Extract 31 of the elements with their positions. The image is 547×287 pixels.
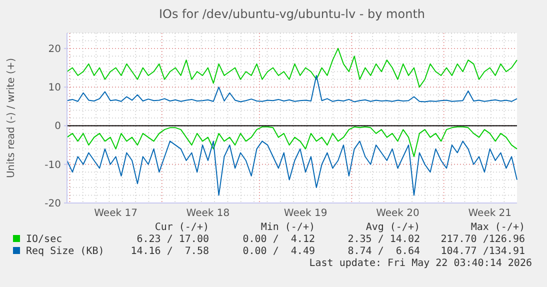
legend-label: IO/sec bbox=[26, 234, 62, 245]
y-tick-label: -20 bbox=[44, 198, 61, 210]
text: 0.00 / 4.49 bbox=[242, 246, 315, 257]
line-series bbox=[66, 75, 518, 102]
text: Max (-/+) bbox=[470, 222, 525, 233]
y-axis-title: Units read (-) / write (+) bbox=[6, 58, 17, 178]
y-tick-label: 10 bbox=[48, 82, 61, 94]
y-tick-label: -10 bbox=[44, 160, 61, 171]
x-tick-label: Week 17 bbox=[94, 208, 138, 219]
text: 14.16 / 7.58 bbox=[130, 246, 209, 257]
text: Last update: Fri May 22 03:40:14 2026 bbox=[309, 258, 532, 269]
text: Cur (-/+) bbox=[154, 222, 209, 233]
text: 6.23 / 17.00 bbox=[136, 234, 209, 245]
line-series bbox=[66, 126, 518, 158]
legend-label: Req Size (KB) bbox=[26, 246, 104, 257]
x-tick-label: Week 20 bbox=[376, 208, 420, 219]
text: Avg (-/+) bbox=[366, 222, 420, 233]
x-tick-label: Week 18 bbox=[186, 208, 230, 219]
y-tick-label: 0 bbox=[54, 121, 61, 132]
text: 8.74 / 6.64 bbox=[348, 246, 420, 257]
text: 104.77 /134.91 bbox=[440, 246, 525, 257]
chart-title: IOs for /dev/ubuntu-vg/ubuntu-lv - by month bbox=[158, 7, 426, 21]
text: 2.35 / 14.02 bbox=[348, 234, 420, 245]
x-tick-label: Week 19 bbox=[284, 208, 328, 219]
text: Min (-/+) bbox=[260, 222, 315, 233]
text: 0.00 / 4.12 bbox=[242, 234, 315, 245]
line-series bbox=[66, 140, 518, 196]
line-series bbox=[66, 48, 518, 88]
text: 217.70 /126.96 bbox=[440, 234, 525, 245]
x-tick-label: Week 21 bbox=[468, 208, 512, 219]
y-tick-label: 20 bbox=[48, 44, 61, 55]
